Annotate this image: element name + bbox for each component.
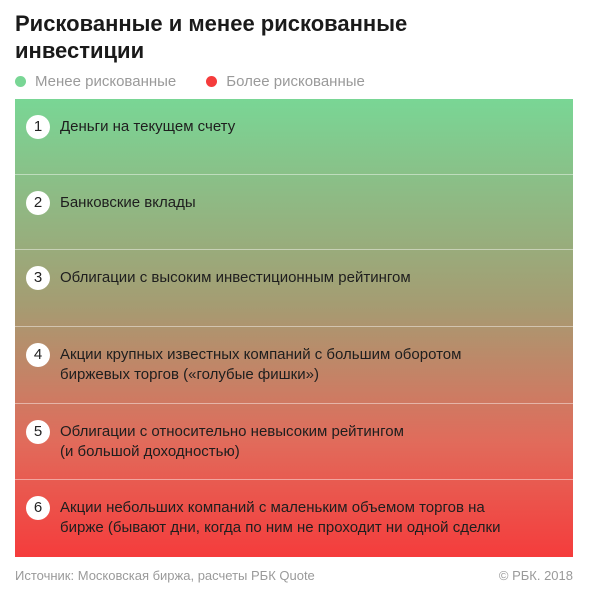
item-text-line: биржевых торгов («голубые фишки») [60, 366, 319, 383]
item-number: 4 [26, 343, 50, 367]
legend-item-more-risky: Более рискованные [206, 73, 365, 90]
item-number: 5 [26, 420, 50, 444]
list-item: 5 Облигации с относительно невысоким рей… [15, 403, 573, 479]
item-text: Облигации с относительно невысоким рейти… [60, 422, 560, 462]
item-text: Деньги на текущем счету [60, 117, 560, 137]
item-number: 2 [26, 191, 50, 215]
item-text-line: бирже (бывают дни, когда по ним не прохо… [60, 519, 501, 536]
legend-dot-icon [206, 75, 218, 87]
list-item: 6 Акции небольших компаний с маленьким о… [15, 479, 573, 557]
item-text: Банковские вклады [60, 193, 560, 213]
item-text-line: Облигации с относительно невысоким рейти… [60, 423, 404, 440]
legend-label: Более рискованные [226, 72, 365, 90]
list-item: 4 Акции крупных известных компаний с бол… [15, 326, 573, 403]
legend-item-less-risky: Менее рискованные [15, 73, 176, 90]
legend-dot-icon [15, 75, 26, 87]
list-item: 2 Банковские вклады [15, 174, 573, 249]
item-number: 6 [26, 496, 50, 520]
copyright: © РБК. 2018 [498, 568, 573, 583]
item-text-line: Акции крупных известных компаний с больш… [60, 346, 462, 363]
item-text-line: Облигации с высоким инвестиционным рейти… [60, 269, 411, 286]
item-text-line: (и большой доходностью) [60, 443, 240, 460]
risk-gradient-panel: 1 Деньги на текущем счету 2 Банковские в… [15, 99, 573, 557]
item-text: Облигации с высоким инвестиционным рейти… [60, 268, 560, 288]
item-text: Акции небольших компаний с маленьким объ… [60, 498, 560, 538]
list-item: 3 Облигации с высоким инвестиционным рей… [15, 249, 573, 326]
legend: Менее рискованные Более рискованные [15, 72, 395, 90]
item-number: 1 [26, 115, 50, 139]
item-text-line: Деньги на текущем счету [60, 118, 236, 135]
legend-label: Менее рискованные [35, 72, 177, 90]
footer: Источник: Московская биржа, расчеты РБК … [15, 568, 573, 583]
item-text-line: Акции небольших компаний с маленьким объ… [60, 499, 485, 516]
list-item: 1 Деньги на текущем счету [15, 99, 573, 174]
item-number: 3 [26, 266, 50, 290]
chart-title: Рискованные и менее рискованные инвестиц… [15, 11, 408, 63]
item-text-line: Банковские вклады [60, 194, 196, 211]
item-text: Акции крупных известных компаний с больш… [60, 345, 560, 385]
source-note: Источник: Московская биржа, расчеты РБК … [15, 568, 315, 583]
